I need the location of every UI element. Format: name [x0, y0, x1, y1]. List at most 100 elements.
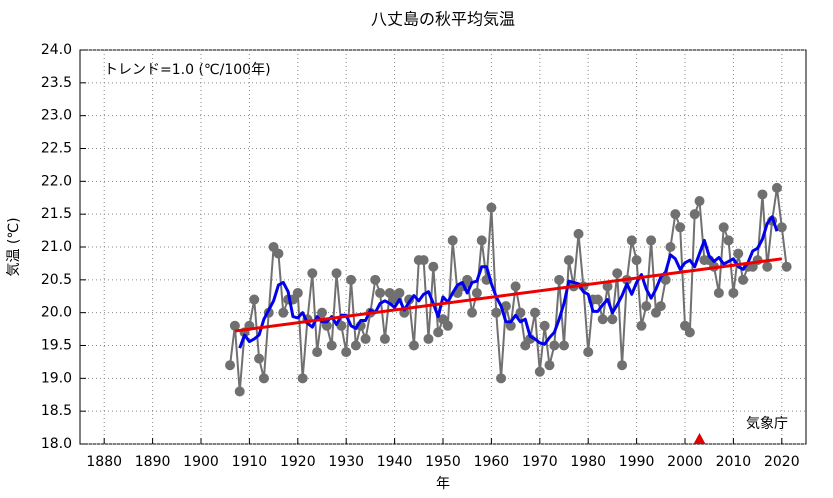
data-point	[442, 320, 453, 331]
data-point	[641, 301, 652, 312]
x-tick-label: 1920	[280, 454, 316, 470]
data-point	[617, 360, 628, 371]
data-point	[515, 307, 526, 318]
y-tick-label: 20.5	[41, 272, 72, 288]
series-line	[234, 257, 782, 333]
data-point	[341, 347, 352, 358]
data-point	[660, 274, 671, 285]
x-tick-label: 1940	[377, 454, 413, 470]
y-tick-label: 23.0	[41, 108, 72, 124]
x-tick-label: 2010	[716, 454, 752, 470]
data-point	[583, 347, 594, 358]
data-point	[723, 235, 734, 246]
data-point	[462, 274, 473, 285]
data-point	[225, 360, 236, 371]
y-axis-label: 気温 (℃)	[6, 217, 22, 276]
data-point	[486, 202, 497, 213]
data-point	[549, 340, 560, 351]
data-point	[738, 274, 749, 285]
data-point	[713, 287, 724, 298]
data-point	[762, 261, 773, 272]
data-point	[476, 235, 487, 246]
data-point	[447, 235, 458, 246]
data-point	[433, 327, 444, 338]
data-point	[626, 235, 637, 246]
data-point	[757, 189, 768, 200]
y-tick-label: 23.5	[41, 75, 72, 91]
data-point	[684, 327, 695, 338]
data-point	[607, 314, 618, 325]
x-tick-label: 1880	[86, 454, 122, 470]
data-point	[254, 353, 265, 364]
y-tick-label: 19.0	[41, 370, 72, 386]
y-tick-label: 21.0	[41, 239, 72, 255]
data-point	[563, 255, 574, 266]
data-point	[418, 255, 429, 266]
data-point	[776, 222, 787, 233]
x-tick-label: 1980	[570, 454, 606, 470]
x-tick-label: 1990	[619, 454, 655, 470]
data-point	[597, 314, 608, 325]
data-point	[646, 235, 657, 246]
x-tick-label: 1930	[328, 454, 364, 470]
data-point	[670, 209, 681, 220]
data-point	[675, 222, 686, 233]
data-point	[467, 307, 478, 318]
data-point	[771, 182, 782, 193]
data-point	[471, 287, 482, 298]
data-point	[317, 307, 327, 318]
source-annotation: 気象庁	[746, 416, 788, 432]
x-tick-label: 1970	[522, 454, 558, 470]
data-point	[428, 261, 439, 272]
data-point	[728, 287, 739, 298]
y-tick-label: 18.5	[41, 403, 72, 419]
y-tick-label: 19.5	[41, 338, 72, 354]
data-point	[408, 340, 419, 351]
data-point	[592, 294, 603, 305]
data-point	[258, 373, 269, 384]
data-point	[665, 242, 676, 252]
data-point	[636, 320, 647, 331]
relocation-marker	[693, 433, 706, 444]
data-point	[394, 287, 405, 298]
data-point	[573, 228, 584, 239]
data-point	[370, 274, 381, 285]
data-point	[694, 196, 705, 207]
data-point	[491, 307, 502, 318]
x-tick-label: 2000	[667, 454, 703, 470]
data-point	[292, 287, 303, 298]
data-point	[539, 320, 550, 331]
data-point	[534, 366, 545, 377]
data-point	[331, 268, 342, 279]
data-point	[379, 333, 390, 344]
data-point	[350, 340, 361, 351]
y-tick-label: 18.0	[41, 436, 72, 452]
chart-title: 八丈島の秋平均気温	[371, 10, 515, 29]
y-tick-label: 21.5	[41, 206, 72, 222]
data-point	[278, 307, 289, 318]
data-point	[297, 373, 308, 384]
data-point	[733, 248, 744, 259]
data-point	[273, 248, 284, 259]
data-point	[346, 274, 357, 285]
data-point	[529, 307, 540, 318]
data-point	[500, 301, 511, 312]
data-point	[655, 301, 666, 312]
data-point	[612, 268, 623, 279]
x-tick-label: 1910	[232, 454, 268, 470]
series-line	[229, 186, 788, 393]
data-point	[423, 333, 434, 344]
data-point	[249, 294, 260, 305]
data-point	[781, 261, 792, 272]
data-point	[544, 360, 555, 371]
data-point	[510, 281, 521, 292]
data-point	[307, 268, 318, 279]
data-point	[689, 209, 700, 220]
data-point	[496, 373, 507, 384]
data-point	[554, 274, 565, 285]
y-tick-label: 22.0	[41, 173, 72, 189]
data-point	[312, 347, 323, 358]
data-point	[229, 320, 240, 331]
data-point	[234, 386, 245, 397]
